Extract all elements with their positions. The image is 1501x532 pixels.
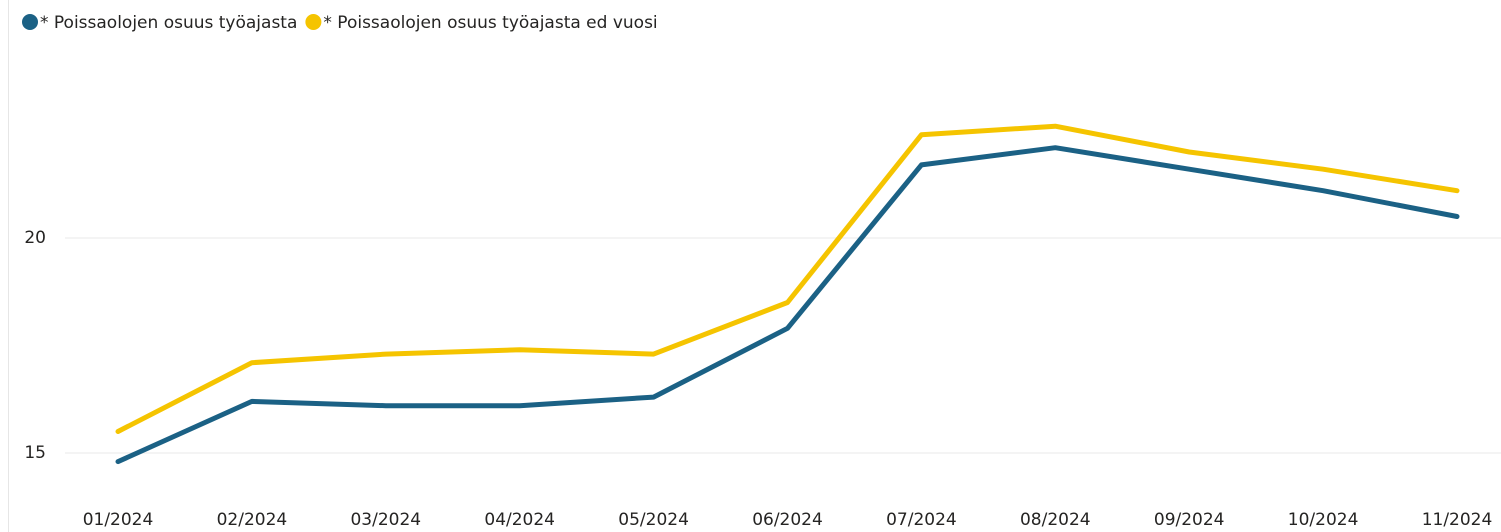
- x-tick-label: 04/2024: [484, 510, 555, 530]
- y-tick-label: 20: [24, 228, 46, 248]
- x-tick-label: 10/2024: [1288, 510, 1359, 530]
- series-line: [115, 123, 1460, 434]
- legend-label: * Poissaolojen osuus työajasta ed vuosi: [323, 13, 657, 33]
- x-tick-label: 08/2024: [1020, 510, 1091, 530]
- y-tick-label: 15: [24, 443, 46, 463]
- series-line: [115, 145, 1460, 465]
- legend-label: * Poissaolojen osuus työajasta: [40, 13, 297, 33]
- x-tick-label: 11/2024: [1422, 510, 1493, 530]
- x-tick-label: 02/2024: [217, 510, 288, 530]
- x-tick-label: 01/2024: [83, 510, 154, 530]
- x-tick-label: 03/2024: [350, 510, 421, 530]
- legend-swatch: [22, 14, 38, 30]
- legend: * Poissaolojen osuus työajasta * Poissaol…: [22, 13, 658, 33]
- x-tick-label: 07/2024: [886, 510, 957, 530]
- x-tick-label: 09/2024: [1154, 510, 1225, 530]
- legend-swatch: [305, 14, 322, 30]
- x-tick-label: 05/2024: [618, 510, 689, 530]
- x-tick-label: 06/2024: [752, 510, 823, 530]
